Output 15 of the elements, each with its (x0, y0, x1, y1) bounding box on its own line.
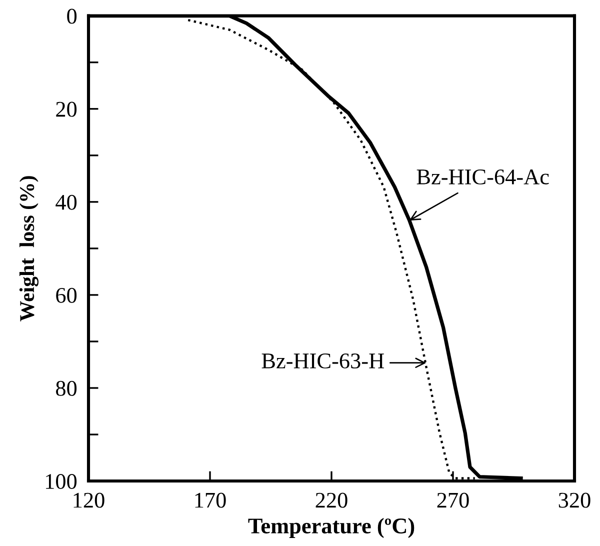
y-tick-label: 60 (56, 288, 77, 303)
x-tick-label: 220 (316, 492, 348, 508)
x-tick-label: 320 (558, 492, 590, 508)
annotation: Bz-HIC-64-Ac (416, 169, 549, 184)
x-tick-label: 120 (74, 492, 104, 508)
y-tick-label: 80 (56, 380, 77, 396)
y-axis-title: Weight loss (%) (19, 176, 38, 322)
x-tick-label: 170 (195, 492, 226, 508)
y-tick-label: 100 (46, 474, 77, 489)
y-tick-label: 20 (56, 102, 77, 117)
annotation: Bz-HIC-63-H (262, 353, 384, 368)
y-tick-label: 0 (67, 8, 77, 24)
y-tick-label: 40 (56, 194, 77, 210)
x-tick-label: 270 (437, 492, 469, 508)
x-axis-title: Temperature (ºC) (248, 518, 414, 538)
